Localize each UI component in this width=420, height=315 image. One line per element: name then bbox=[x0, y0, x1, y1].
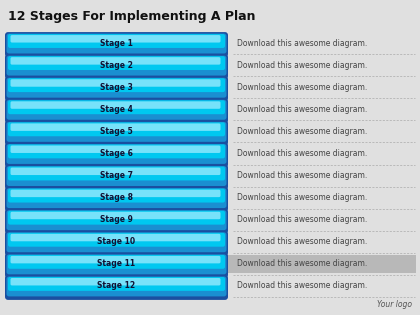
FancyBboxPatch shape bbox=[6, 277, 226, 296]
FancyBboxPatch shape bbox=[10, 123, 220, 131]
Text: Download this awesome diagram.: Download this awesome diagram. bbox=[237, 282, 367, 290]
FancyBboxPatch shape bbox=[5, 253, 228, 278]
FancyBboxPatch shape bbox=[10, 190, 220, 197]
FancyBboxPatch shape bbox=[6, 78, 226, 98]
FancyBboxPatch shape bbox=[10, 35, 220, 43]
Bar bbox=[227, 255, 416, 273]
Text: Stage 2: Stage 2 bbox=[100, 60, 133, 70]
Text: Stage 3: Stage 3 bbox=[100, 83, 133, 92]
Text: Download this awesome diagram.: Download this awesome diagram. bbox=[237, 193, 367, 202]
FancyBboxPatch shape bbox=[6, 122, 226, 142]
FancyBboxPatch shape bbox=[8, 211, 225, 225]
FancyBboxPatch shape bbox=[6, 232, 226, 252]
Text: Stage 12: Stage 12 bbox=[97, 282, 136, 290]
FancyBboxPatch shape bbox=[5, 98, 228, 123]
FancyBboxPatch shape bbox=[10, 234, 220, 241]
FancyBboxPatch shape bbox=[8, 233, 225, 247]
Text: Stage 11: Stage 11 bbox=[97, 259, 136, 268]
Text: Stage 10: Stage 10 bbox=[97, 237, 136, 246]
FancyBboxPatch shape bbox=[6, 100, 226, 120]
FancyBboxPatch shape bbox=[6, 188, 226, 208]
Text: Download this awesome diagram.: Download this awesome diagram. bbox=[237, 237, 367, 246]
FancyBboxPatch shape bbox=[6, 34, 226, 54]
FancyBboxPatch shape bbox=[8, 78, 225, 92]
Text: Download this awesome diagram.: Download this awesome diagram. bbox=[237, 127, 367, 136]
FancyBboxPatch shape bbox=[8, 167, 225, 180]
FancyBboxPatch shape bbox=[8, 56, 225, 70]
FancyBboxPatch shape bbox=[5, 275, 228, 300]
Text: Stage 8: Stage 8 bbox=[100, 193, 133, 202]
Text: Stage 4: Stage 4 bbox=[100, 105, 133, 114]
FancyBboxPatch shape bbox=[10, 146, 220, 153]
FancyBboxPatch shape bbox=[5, 76, 228, 101]
Text: Stage 5: Stage 5 bbox=[100, 127, 133, 136]
Text: Stage 7: Stage 7 bbox=[100, 171, 133, 180]
Text: Your logo: Your logo bbox=[377, 300, 412, 309]
Text: Download this awesome diagram.: Download this awesome diagram. bbox=[237, 38, 367, 48]
FancyBboxPatch shape bbox=[6, 255, 226, 274]
FancyBboxPatch shape bbox=[8, 145, 225, 158]
Text: 12 Stages For Implementing A Plan: 12 Stages For Implementing A Plan bbox=[8, 10, 255, 23]
Text: Stage 6: Stage 6 bbox=[100, 149, 133, 158]
FancyBboxPatch shape bbox=[8, 277, 225, 291]
FancyBboxPatch shape bbox=[10, 168, 220, 175]
FancyBboxPatch shape bbox=[5, 187, 228, 212]
Text: Download this awesome diagram.: Download this awesome diagram. bbox=[237, 215, 367, 224]
FancyBboxPatch shape bbox=[5, 231, 228, 256]
FancyBboxPatch shape bbox=[6, 56, 226, 76]
Text: Stage 1: Stage 1 bbox=[100, 38, 133, 48]
FancyBboxPatch shape bbox=[10, 79, 220, 87]
FancyBboxPatch shape bbox=[8, 34, 225, 48]
FancyBboxPatch shape bbox=[6, 144, 226, 164]
Text: Stage 9: Stage 9 bbox=[100, 215, 133, 224]
Text: Download this awesome diagram.: Download this awesome diagram. bbox=[237, 105, 367, 114]
FancyBboxPatch shape bbox=[8, 100, 225, 114]
FancyBboxPatch shape bbox=[10, 57, 220, 65]
FancyBboxPatch shape bbox=[5, 54, 228, 79]
FancyBboxPatch shape bbox=[8, 255, 225, 269]
FancyBboxPatch shape bbox=[8, 189, 225, 203]
Text: Download this awesome diagram.: Download this awesome diagram. bbox=[237, 259, 367, 268]
FancyBboxPatch shape bbox=[5, 209, 228, 234]
FancyBboxPatch shape bbox=[6, 210, 226, 230]
FancyBboxPatch shape bbox=[5, 120, 228, 145]
FancyBboxPatch shape bbox=[5, 165, 228, 190]
Text: Download this awesome diagram.: Download this awesome diagram. bbox=[237, 83, 367, 92]
FancyBboxPatch shape bbox=[10, 278, 220, 285]
Text: Download this awesome diagram.: Download this awesome diagram. bbox=[237, 60, 367, 70]
FancyBboxPatch shape bbox=[6, 166, 226, 186]
FancyBboxPatch shape bbox=[8, 123, 225, 136]
FancyBboxPatch shape bbox=[5, 32, 228, 57]
Text: Download this awesome diagram.: Download this awesome diagram. bbox=[237, 171, 367, 180]
FancyBboxPatch shape bbox=[5, 142, 228, 167]
FancyBboxPatch shape bbox=[10, 101, 220, 109]
FancyBboxPatch shape bbox=[10, 212, 220, 219]
FancyBboxPatch shape bbox=[10, 256, 220, 263]
Text: Download this awesome diagram.: Download this awesome diagram. bbox=[237, 149, 367, 158]
